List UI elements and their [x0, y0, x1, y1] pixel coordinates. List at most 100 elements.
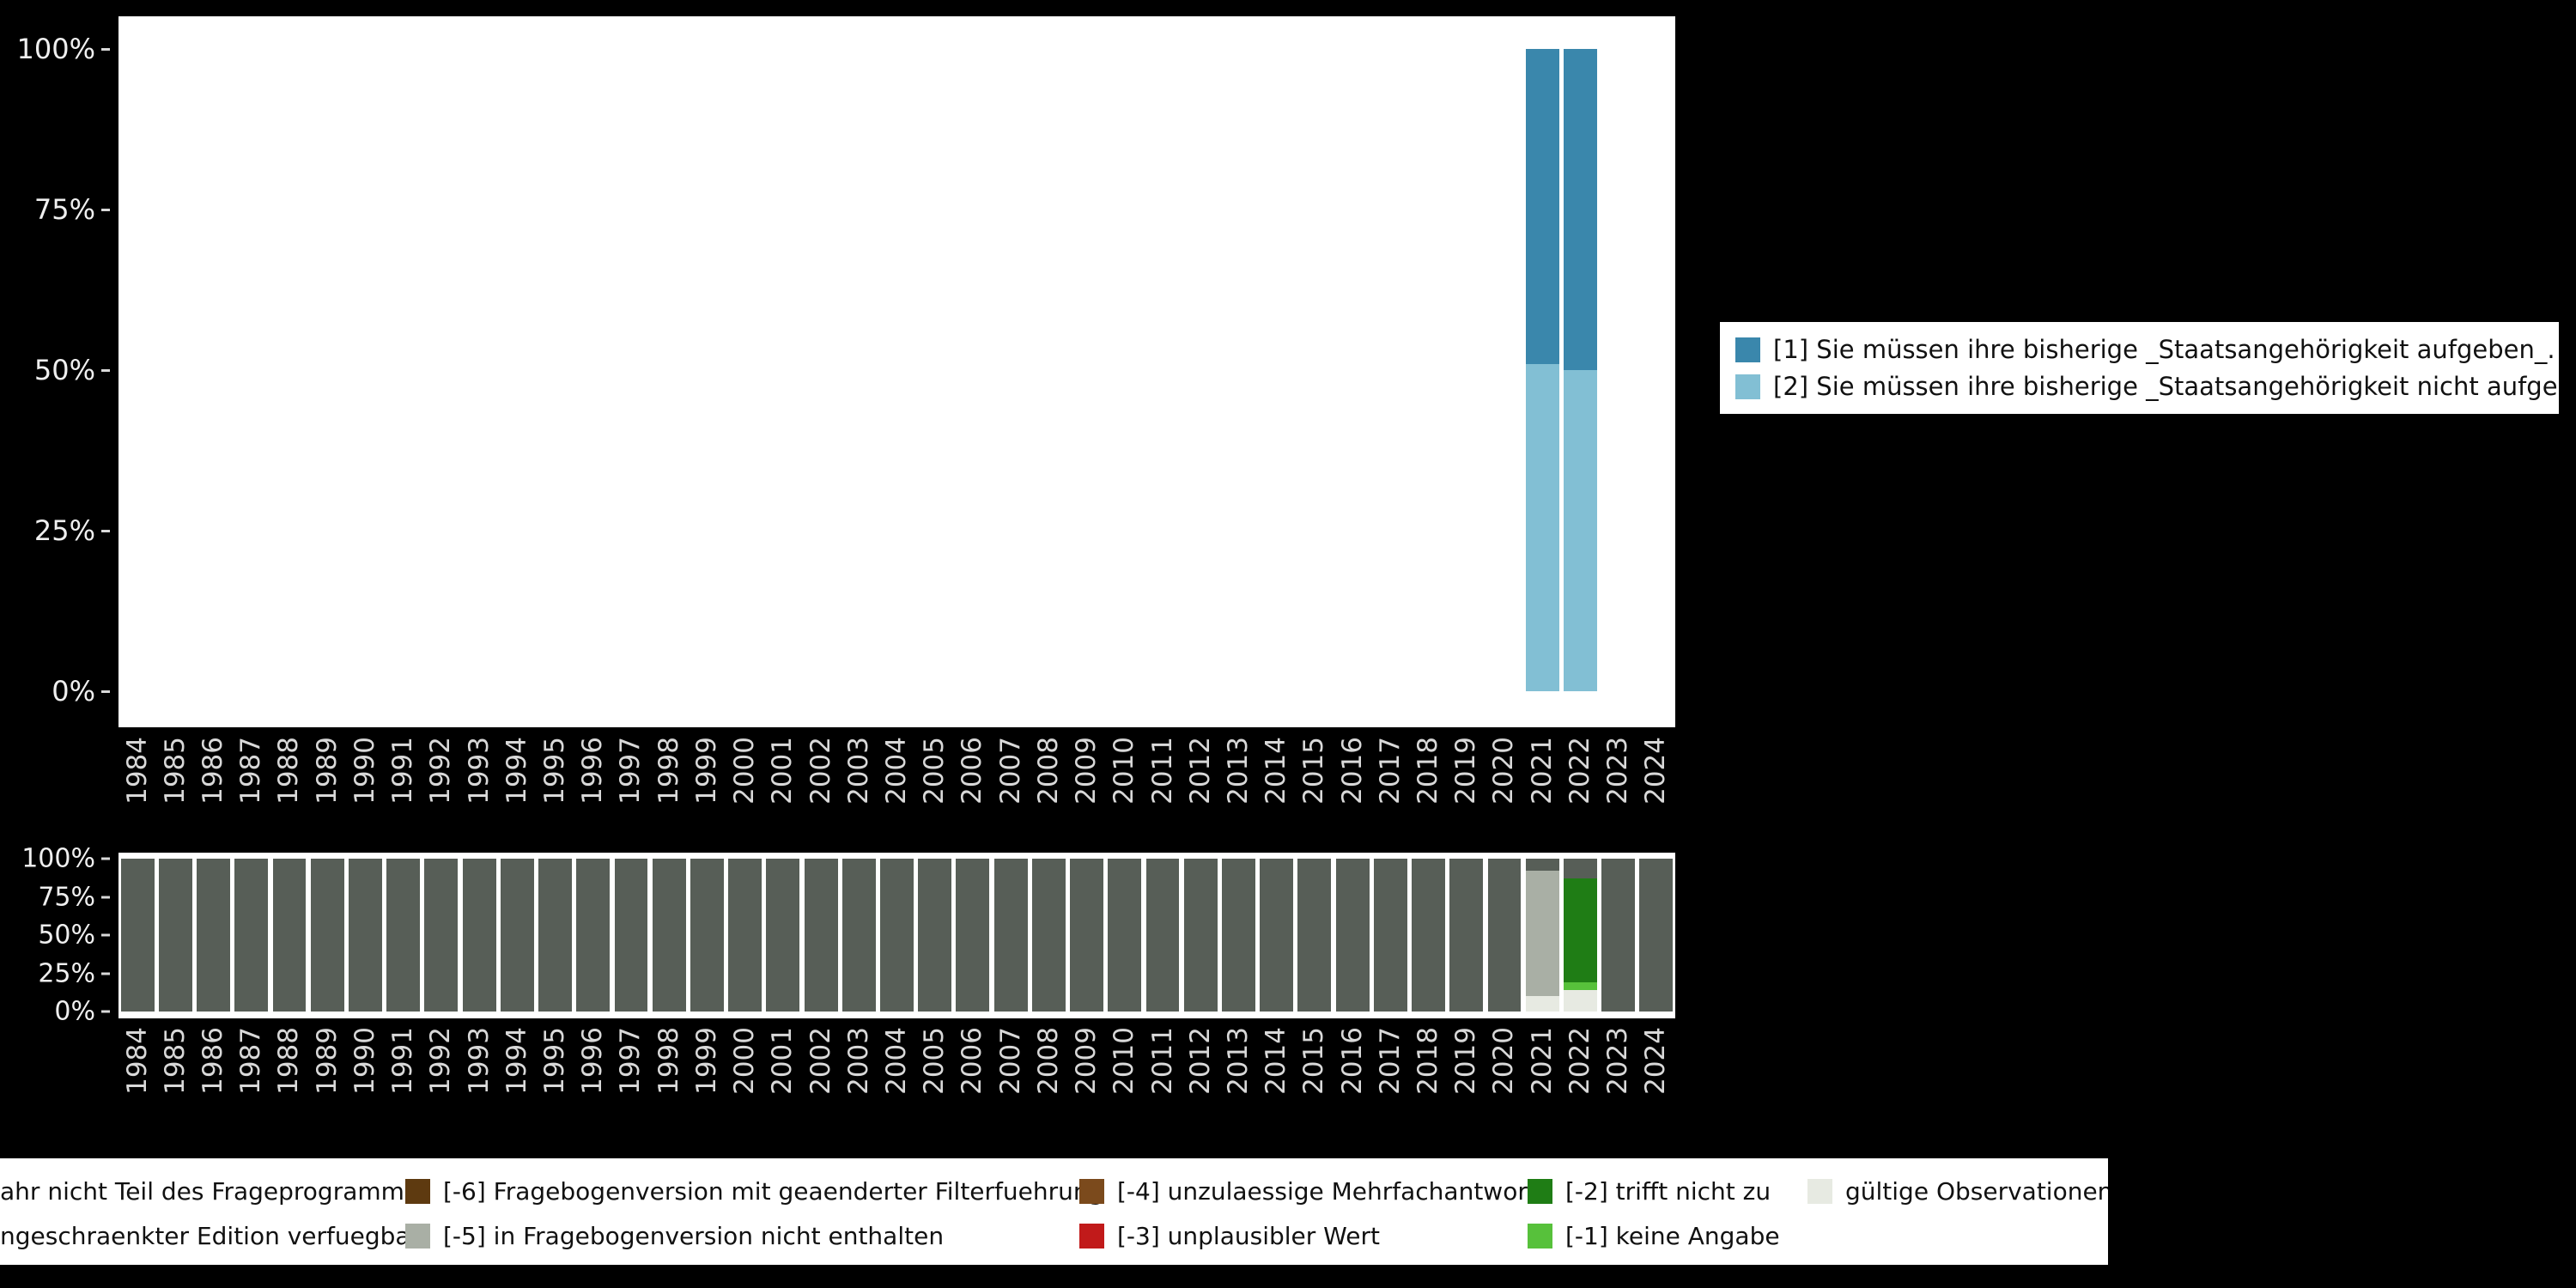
stacked-bar-1993 — [462, 859, 496, 1012]
y-axis-tick: 75% — [38, 882, 110, 912]
bar-segment — [766, 859, 800, 1012]
legend-swatch — [1735, 374, 1760, 399]
bar-slot-2024 — [1637, 49, 1675, 691]
bar-segment — [500, 859, 534, 1012]
bar-segment — [462, 859, 496, 1012]
bar-slot-1998 — [650, 49, 688, 691]
x-axis-slot: 2008 — [1030, 1027, 1067, 1134]
x-axis-slot: 2023 — [1600, 737, 1637, 844]
bar-slot-2003 — [840, 49, 878, 691]
bar-slot-2018 — [1409, 49, 1447, 691]
bar-segment — [1525, 996, 1559, 1012]
stacked-bar-1991 — [386, 859, 421, 1012]
x-axis-slot: 2020 — [1485, 737, 1523, 844]
legend-item: ngeschraenkter Edition verfuegbar — [0, 1222, 420, 1250]
stacked-bar-1998 — [652, 859, 686, 1012]
x-axis-slot: 2012 — [1182, 737, 1219, 844]
legend-swatch — [1735, 337, 1760, 362]
stacked-bar-1996 — [576, 859, 611, 1012]
x-axis-slot: 1990 — [346, 1027, 384, 1134]
stacked-bar-2022 — [1563, 49, 1597, 691]
x-axis-year-label: 2024 — [1640, 737, 1672, 805]
bar-slot-2022 — [1561, 49, 1599, 691]
x-axis-slot: 1984 — [118, 737, 156, 844]
x-axis-slot: 2014 — [1258, 1027, 1296, 1134]
bar-segment — [1449, 859, 1484, 1012]
bar-segment — [652, 859, 686, 1012]
x-axis-slot: 1986 — [194, 737, 232, 844]
x-axis-slot: 2024 — [1637, 1027, 1675, 1134]
x-axis-year-label: 2017 — [1374, 1027, 1406, 1095]
bar-segment — [1525, 363, 1559, 691]
x-axis-slot: 1993 — [460, 737, 498, 844]
bar-slot-2019 — [1448, 859, 1485, 1012]
bar-slot-1992 — [422, 859, 460, 1012]
legend-swatch — [1528, 1178, 1552, 1204]
bar-slots — [118, 49, 1675, 691]
x-axis-year-label: 2014 — [1261, 737, 1292, 805]
x-axis-slot: 2011 — [1144, 1027, 1182, 1134]
bar-slot-2008 — [1030, 49, 1067, 691]
bar-segment — [1563, 878, 1597, 983]
legend-swatch — [405, 1223, 430, 1249]
stacked-bar-2007 — [993, 859, 1028, 1012]
x-axis-year-label: 1999 — [690, 737, 722, 805]
x-axis-slot: 2021 — [1523, 737, 1561, 844]
stacked-bar-2001 — [766, 859, 800, 1012]
x-axis-year-label: 1992 — [425, 737, 457, 805]
x-axis-slot: 1988 — [270, 737, 308, 844]
y-axis-tick-label: 25% — [33, 514, 95, 547]
bar-slot-2007 — [992, 859, 1030, 1012]
stacked-bar-2012 — [1183, 859, 1218, 1012]
bar-slot-1984 — [118, 49, 156, 691]
y-axis-tick-mark — [101, 690, 110, 693]
bar-slots — [118, 859, 1675, 1012]
bar-slot-2007 — [992, 49, 1030, 691]
bar-segment — [1222, 859, 1255, 1012]
y-axis-tick: 100% — [17, 33, 110, 65]
x-axis-slot: 1997 — [612, 737, 650, 844]
x-axis-year-label: 2003 — [842, 1027, 874, 1095]
x-axis-slot: 1998 — [650, 1027, 688, 1134]
bar-slot-1996 — [574, 859, 612, 1012]
x-axis-year-label: 1985 — [159, 737, 191, 805]
bar-segment — [956, 859, 990, 1012]
bar-slot-2015 — [1296, 49, 1334, 691]
x-axis-slot: 2016 — [1334, 1027, 1371, 1134]
x-axis-year-label: 1993 — [463, 737, 495, 805]
x-axis-year-label: 2024 — [1640, 1027, 1672, 1095]
y-axis-tick-mark — [101, 896, 110, 898]
x-axis-slot: 2011 — [1144, 737, 1182, 844]
y-axis-tick: 75% — [34, 193, 110, 226]
y-axis-tick: 100% — [21, 844, 110, 874]
bar-slot-1997 — [612, 49, 650, 691]
x-axis-slot: 2017 — [1371, 737, 1409, 844]
y-axis-tick-mark — [101, 208, 110, 211]
x-axis-year-label: 1984 — [121, 737, 153, 805]
missings-legend: ahr nicht Teil des Frageprogramms [-6] Fr… — [0, 1158, 2108, 1265]
x-axis-year-label: 2021 — [1526, 1027, 1558, 1095]
x-axis-slot: 2002 — [802, 1027, 840, 1134]
legend-swatch — [405, 1178, 430, 1204]
x-axis-slot: 2023 — [1600, 1027, 1637, 1134]
x-axis-year-label: 1999 — [690, 1027, 722, 1095]
legend-item-label: [1] Sie müssen ihre bisherige _Staatsang… — [1773, 335, 2555, 364]
bar-slot-1994 — [498, 859, 536, 1012]
bar-slot-2001 — [764, 859, 802, 1012]
stacked-bar-1994 — [500, 859, 534, 1012]
bar-slot-2016 — [1334, 859, 1371, 1012]
x-axis-year-label: 2019 — [1450, 737, 1482, 805]
x-axis-slot: 1984 — [118, 1027, 156, 1134]
bar-slot-1996 — [574, 49, 612, 691]
stacked-bar-2011 — [1145, 859, 1180, 1012]
x-axis-slot: 2005 — [916, 737, 954, 844]
y-axis-tick: 50% — [38, 920, 110, 951]
y-axis-tick-mark — [101, 47, 110, 51]
x-axis-year-label: 2023 — [1602, 737, 1634, 805]
x-axis-year-label: 2008 — [1032, 737, 1064, 805]
x-axis-slot: 1994 — [498, 737, 536, 844]
legend-item-label: [2] Sie müssen ihre bisherige _Staatsang… — [1773, 372, 2559, 401]
stacked-bar-2004 — [880, 859, 914, 1012]
top-chart-x-axis: 1984 1985 1986 1987 1988 1989 1990 1991 1992 1993… — [118, 737, 1675, 844]
legend-item: ahr nicht Teil des Frageprogramms — [0, 1177, 417, 1206]
